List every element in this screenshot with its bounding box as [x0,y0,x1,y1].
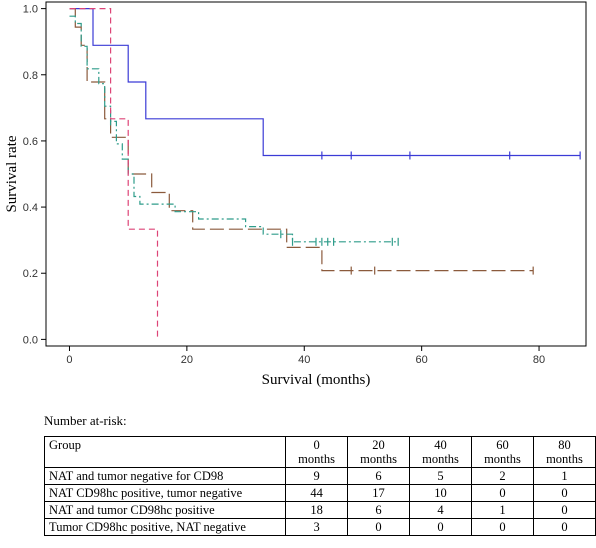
y-tick-label: 0.2 [23,268,38,280]
risk-count-cell: 0 [347,518,411,536]
series-2 [69,8,534,275]
series-3 [69,15,399,246]
survival-curve [69,8,581,157]
survival-curve [69,15,399,243]
risk-group-label: NAT CD98hc positive, tumor negative [43,484,287,502]
risk-count-cell: 0 [532,484,596,502]
risk-count-cell: 6 [347,501,411,519]
survival-curve [69,8,159,340]
x-tick-label: 0 [66,354,72,366]
risk-count-cell: 4 [409,501,472,519]
risk-group-label: NAT and tumor negative for CD98 [43,467,287,485]
y-tick-label: 0.4 [23,202,38,214]
risk-table-row: NAT CD98hc positive, tumor negative 44 17 1… [43,484,596,502]
x-tick-label: 20 [181,354,193,366]
risk-table: Group 0 months 20 months 40 months 60 months 80 mo… [43,436,596,536]
x-tick-label: 60 [416,354,428,366]
series-4 [69,8,159,340]
risk-count-cell: 0 [470,518,534,536]
risk-table-row: NAT and tumor CD98hc positive 18 6 4 1 0 [43,501,596,519]
risk-table-row: Tumor CD98hc positive, NAT negative 3 0 0 0 0 [43,518,596,536]
risk-count-cell: 0 [532,518,596,536]
risk-table-body: NAT and tumor negative for CD98 9 6 5 2 1 NAT … [43,467,596,536]
risk-header-time: 20 months [347,436,411,468]
risk-count-cell: 2 [470,467,534,485]
risk-count-cell: 0 [470,484,534,502]
y-axis-title: Survival rate [4,135,20,212]
risk-count-cell: 44 [285,484,349,502]
risk-header-time: 60 months [470,436,534,468]
risk-count-cell: 18 [285,501,349,519]
y-tick-label: 1.0 [23,4,38,16]
plot-frame [45,1,587,347]
risk-header-time: 80 months [532,436,596,468]
risk-count-cell: 5 [409,467,472,485]
risk-table-row: NAT and tumor negative for CD98 9 6 5 2 1 [43,467,596,485]
risk-header-time: 0 months [285,436,349,468]
survival-curves [69,8,581,340]
x-axis-title: Survival (months) [262,372,371,388]
risk-count-cell: 1 [470,501,534,519]
y-tick-label: 0.8 [23,70,38,82]
risk-count-cell: 10 [409,484,472,502]
risk-group-label: Tumor CD98hc positive, NAT negative [43,518,287,536]
risk-count-cell: 9 [285,467,349,485]
y-axis: 0.0 0.2 0.4 0.6 0.8 1.0 [23,4,46,346]
risk-count-cell: 0 [532,501,596,519]
y-tick-label: 0.6 [23,136,38,148]
risk-table-title: Number at-risk: [44,413,127,428]
x-axis: 0 20 40 60 80 [66,346,545,366]
risk-count-cell: 6 [347,467,411,485]
x-tick-label: 40 [298,354,310,366]
risk-header-group: Group [43,436,287,468]
y-tick-label: 0.0 [23,334,38,346]
risk-count-cell: 17 [347,484,411,502]
risk-table-header-row: Group 0 months 20 months 40 months 60 months 80 mo… [43,436,596,468]
risk-count-cell: 1 [532,467,596,485]
series-1 [69,8,581,160]
risk-header-time: 40 months [409,436,472,468]
x-tick-label: 80 [533,354,545,366]
risk-group-label: NAT and tumor CD98hc positive [43,501,287,519]
survival-curve [69,8,534,272]
survival-chart: 0.0 0.2 0.4 0.6 0.8 1.0 0 20 40 60 80 Survival (m… [4,1,587,388]
risk-count-cell: 3 [285,518,349,536]
risk-count-cell: 0 [409,518,472,536]
